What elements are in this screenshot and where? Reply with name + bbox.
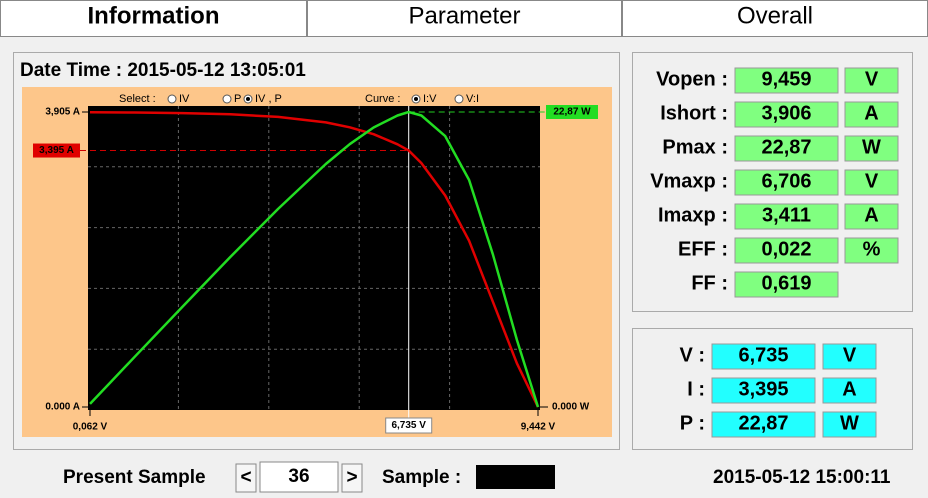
readout-label: FF :: [691, 272, 728, 294]
y-tick-label: 0.000 A: [45, 402, 80, 413]
readout-value: 22,87: [761, 136, 811, 158]
tab[interactable]: [622, 0, 928, 37]
readout-value-box: [734, 203, 839, 230]
readout-value: 0,022: [761, 238, 811, 260]
cursor-current-box: [33, 143, 80, 158]
readout-value: 3,906: [761, 102, 811, 124]
radio-label[interactable]: IV: [179, 93, 190, 105]
readout-label: V :: [679, 344, 705, 366]
readout-unit-box: [822, 377, 877, 404]
radio-dot: [414, 97, 418, 101]
readout-value: 3,411: [762, 204, 811, 226]
radio[interactable]: [222, 94, 232, 104]
readout-value: 6,735: [738, 344, 788, 366]
present-sample-label: Present Sample: [63, 467, 206, 488]
curve: [89, 110, 540, 408]
readout-unit-box: [844, 203, 899, 230]
readout-unit: V: [843, 344, 857, 366]
readout-unit: A: [864, 102, 878, 124]
radio-dot: [246, 97, 250, 101]
readout-value-box: [734, 237, 839, 264]
readout-unit-box: [844, 237, 899, 264]
y-tick-label: 3,905 A: [45, 107, 80, 118]
readout-value: 0,619: [761, 272, 811, 294]
readout-label: P :: [680, 412, 705, 434]
readout-value-box: [711, 377, 816, 404]
readout-unit: %: [863, 238, 881, 260]
prev-label[interactable]: <: [240, 467, 251, 488]
readout-value-box: [734, 67, 839, 94]
radio-label[interactable]: IV , P: [255, 93, 282, 105]
radio-label[interactable]: I:V: [423, 93, 437, 105]
sample-indicator: [476, 465, 555, 489]
cursor-voltage-label: 6,735 V: [391, 420, 426, 431]
readout-unit-box: [844, 135, 899, 162]
readout-unit: A: [842, 378, 856, 400]
plot-area: [88, 106, 540, 410]
readout-value-box: [711, 343, 816, 370]
option-group-label: Curve :: [365, 93, 400, 105]
readout-value: 9,459: [761, 68, 811, 90]
readout-value: 22,87: [738, 412, 788, 434]
sample-index[interactable]: 36: [288, 466, 309, 487]
readout-label: Ishort :: [660, 102, 728, 124]
sample-input[interactable]: [259, 461, 339, 493]
readout-unit-box: [844, 67, 899, 94]
cursor-current-label: 3,395 A: [39, 145, 74, 156]
prev-button[interactable]: [235, 463, 257, 493]
readout-unit: W: [840, 412, 859, 434]
readout-value: 3,395: [738, 378, 788, 400]
readout-value-box: [734, 169, 839, 196]
readout-unit-box: [822, 411, 877, 438]
readout-unit: W: [862, 136, 881, 158]
readout-unit: V: [865, 68, 879, 90]
date-time: Date Time : 2015-05-12 13:05:01: [20, 60, 306, 81]
readout-label: I :: [687, 378, 705, 400]
tab[interactable]: [0, 0, 307, 37]
readout-unit-box: [844, 101, 899, 128]
sample-label: Sample :: [382, 467, 461, 488]
cursor-power-label: 22,87 W: [553, 107, 591, 118]
x-tick-label: 0,062 V: [73, 422, 108, 433]
tab-label[interactable]: Parameter: [408, 2, 520, 29]
readout-value-box: [734, 135, 839, 162]
readout-label: EFF :: [678, 238, 728, 260]
readout-value-box: [711, 411, 816, 438]
cursor-power-box: [546, 105, 598, 119]
readout-value: 6,706: [761, 170, 811, 192]
readout-unit: V: [865, 170, 879, 192]
next-button[interactable]: [341, 463, 363, 493]
next-label[interactable]: >: [346, 467, 357, 488]
option-group-label: Select :: [119, 93, 156, 105]
readout-label: Pmax :: [662, 136, 728, 158]
readout-label: Vmaxp :: [650, 170, 728, 192]
readout-label: Vopen :: [656, 68, 728, 90]
x-tick-label: 9,442 V: [521, 422, 556, 433]
radio[interactable]: [167, 94, 177, 104]
radio-label[interactable]: P: [234, 93, 241, 105]
readout-value-box: [734, 101, 839, 128]
readout-label: Imaxp :: [658, 204, 728, 226]
tab-label[interactable]: Overall: [737, 2, 813, 29]
readout-unit-box: [822, 343, 877, 370]
radio-label[interactable]: V:I: [466, 93, 479, 105]
tab[interactable]: [307, 0, 622, 37]
readout-unit: A: [864, 204, 878, 226]
readout-value-box: [734, 271, 839, 298]
readout-unit-box: [844, 169, 899, 196]
curve: [89, 110, 540, 408]
radio[interactable]: [454, 94, 464, 104]
timestamp: 2015-05-12 15:00:11: [713, 467, 891, 488]
tab-label[interactable]: Information: [88, 2, 220, 29]
y2-tick-label: 0.000 W: [552, 402, 590, 413]
cursor-voltage-box: [385, 417, 433, 434]
